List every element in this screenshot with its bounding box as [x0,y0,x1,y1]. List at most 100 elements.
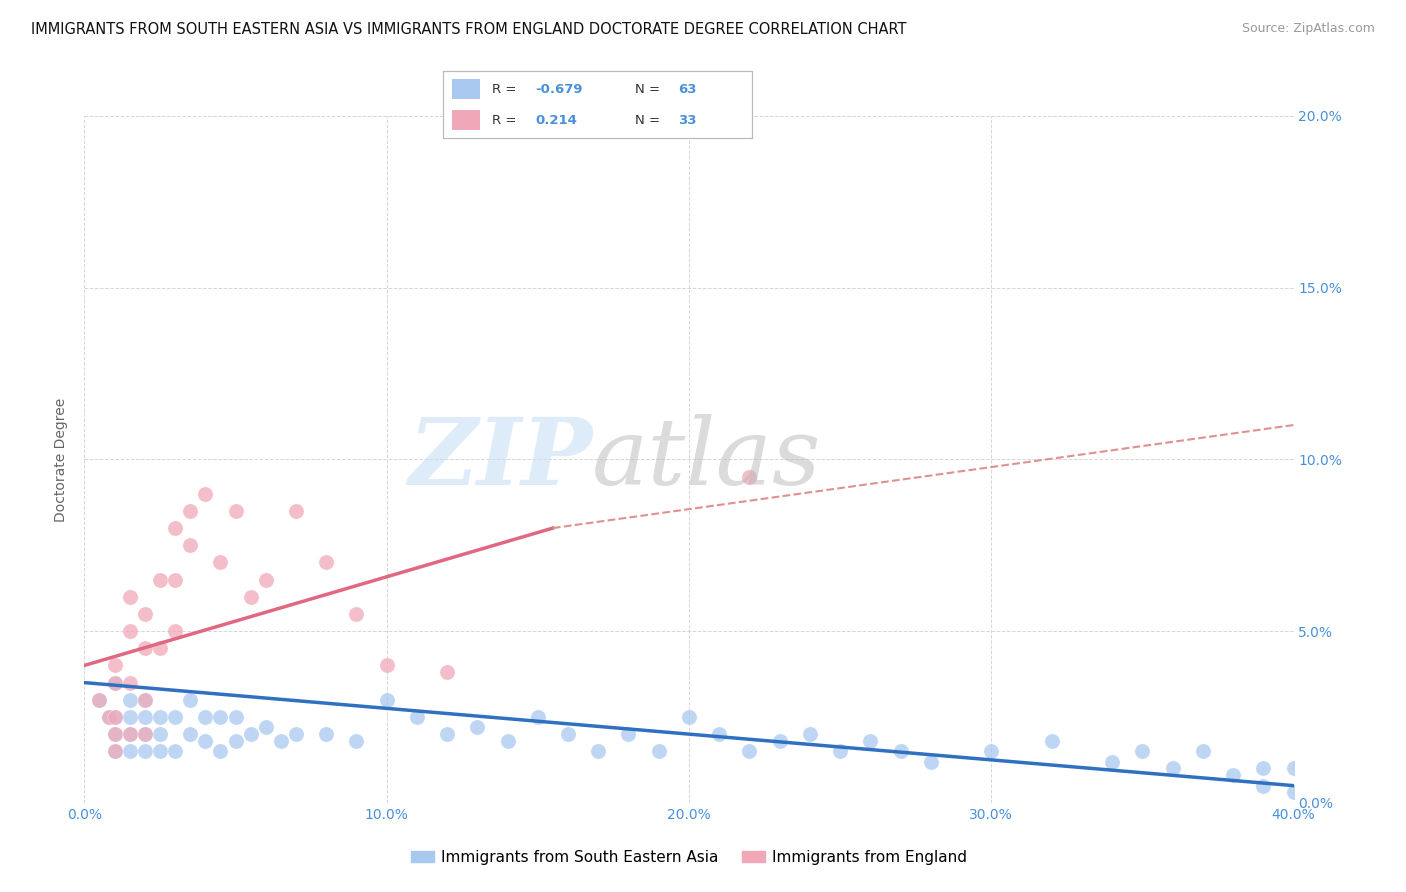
Point [769,734,792,748]
Point [134,692,156,706]
Point [709,727,731,741]
Point [149,727,172,741]
Point [254,573,277,587]
Text: R =: R = [492,113,522,127]
Point [617,727,640,741]
Point [165,573,187,587]
Point [179,727,201,741]
Text: N =: N = [634,83,664,96]
Point [165,744,187,758]
Point [588,744,610,758]
Text: 0.214: 0.214 [536,113,578,127]
Point [118,710,141,724]
Point [134,744,156,758]
Point [118,744,141,758]
Point [436,727,458,741]
Point [149,744,172,758]
Point [209,555,232,570]
Point [104,727,127,741]
Point [1253,762,1275,776]
Text: 63: 63 [678,83,696,96]
Point [648,744,671,758]
Point [1222,768,1244,782]
Point [406,710,429,724]
Point [225,734,247,748]
Point [134,641,156,656]
Point [209,710,232,724]
Point [149,710,172,724]
Point [118,675,141,690]
Point [315,555,337,570]
FancyBboxPatch shape [453,79,479,99]
Point [179,538,201,552]
Point [1192,744,1215,758]
Point [194,734,217,748]
Point [104,675,127,690]
Point [97,710,120,724]
Point [97,710,120,724]
Point [315,727,337,741]
Point [239,727,262,741]
Point [738,469,761,483]
Point [285,727,308,741]
Point [104,727,127,741]
Point [209,744,232,758]
Point [678,710,700,724]
Text: -0.679: -0.679 [536,83,583,96]
Point [118,727,141,741]
Legend: Immigrants from South Eastern Asia, Immigrants from England: Immigrants from South Eastern Asia, Immi… [405,844,973,871]
Point [738,744,761,758]
Text: IMMIGRANTS FROM SOUTH EASTERN ASIA VS IMMIGRANTS FROM ENGLAND DOCTORATE DEGREE C: IMMIGRANTS FROM SOUTH EASTERN ASIA VS IM… [31,22,907,37]
Point [557,727,579,741]
Point [89,692,111,706]
Point [375,658,398,673]
Point [1282,762,1305,776]
Point [134,727,156,741]
Text: Source: ZipAtlas.com: Source: ZipAtlas.com [1241,22,1375,36]
Point [104,744,127,758]
Point [104,658,127,673]
Point [859,734,882,748]
Point [104,710,127,724]
Point [165,710,187,724]
Text: ZIP: ZIP [408,415,592,504]
Point [104,675,127,690]
Point [436,665,458,680]
Point [467,720,489,734]
Point [118,727,141,741]
Point [799,727,821,741]
Point [1161,762,1184,776]
Text: 33: 33 [678,113,696,127]
Point [149,573,172,587]
Point [225,710,247,724]
Text: N =: N = [634,113,664,127]
Point [118,692,141,706]
Point [194,710,217,724]
Point [346,734,368,748]
Text: atlas: atlas [592,415,821,504]
Point [1282,785,1305,799]
Point [830,744,852,758]
Point [1040,734,1063,748]
Point [149,641,172,656]
Point [1101,755,1123,769]
Point [134,710,156,724]
Point [134,607,156,621]
Point [104,710,127,724]
Point [134,727,156,741]
Point [980,744,1002,758]
Point [527,710,550,724]
Point [225,504,247,518]
Point [285,504,308,518]
Point [346,607,368,621]
Point [890,744,912,758]
Point [239,590,262,604]
Point [920,755,942,769]
Point [118,624,141,639]
Point [375,692,398,706]
Point [134,692,156,706]
Text: R =: R = [492,83,522,96]
Point [194,487,217,501]
Point [496,734,519,748]
Point [104,744,127,758]
